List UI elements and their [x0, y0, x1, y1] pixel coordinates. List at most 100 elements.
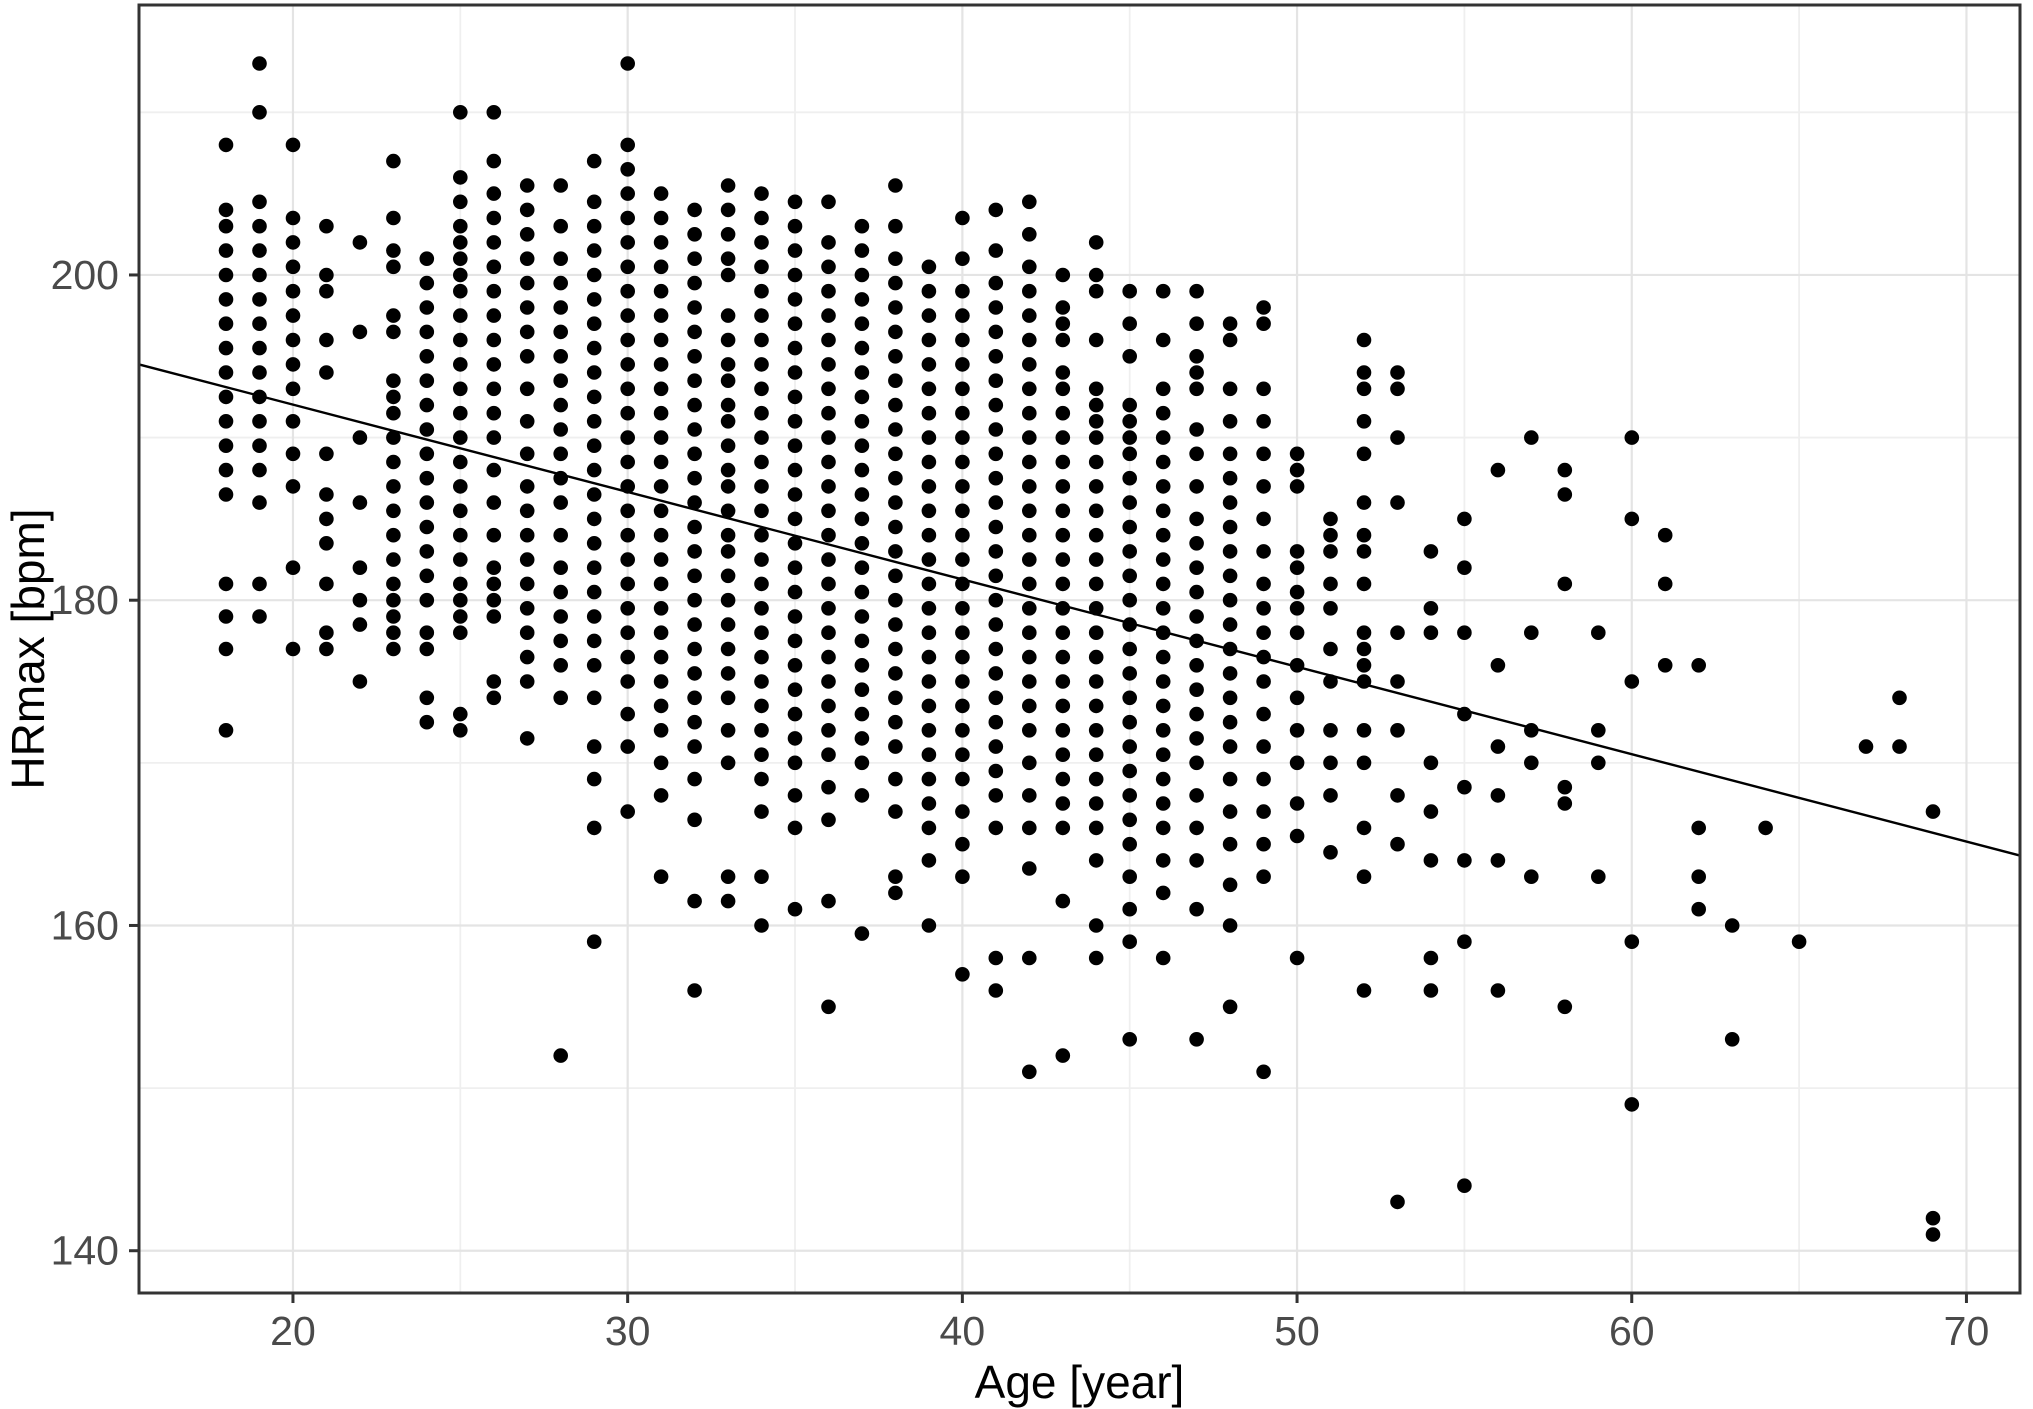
data-point	[854, 682, 870, 697]
data-point	[1122, 316, 1137, 332]
data-point	[1088, 576, 1104, 592]
data-point	[453, 723, 468, 738]
data-point	[1390, 625, 1405, 640]
data-point	[653, 210, 669, 226]
data-point	[419, 324, 435, 340]
data-point	[1088, 430, 1104, 445]
data-point	[1557, 779, 1573, 795]
data-point	[1256, 414, 1271, 429]
data-point	[285, 357, 301, 372]
data-point	[285, 210, 301, 226]
data-point	[218, 723, 234, 738]
data-point	[1222, 836, 1238, 852]
data-point	[787, 511, 803, 527]
data-point	[1022, 723, 1037, 738]
data-point	[285, 446, 301, 462]
data-point	[787, 609, 803, 624]
data-point	[888, 804, 903, 819]
data-point	[352, 495, 368, 510]
data-point	[653, 869, 669, 884]
data-point	[1088, 454, 1104, 470]
data-point	[653, 186, 669, 201]
data-point	[921, 796, 937, 811]
data-point	[1022, 430, 1037, 445]
data-point	[787, 633, 803, 649]
x-tick-label: 40	[940, 1308, 986, 1354]
data-point	[854, 243, 870, 258]
data-point	[921, 308, 937, 323]
data-point	[720, 503, 736, 519]
data-point	[653, 649, 669, 665]
data-point	[653, 601, 669, 616]
data-point	[1289, 462, 1305, 478]
data-point	[787, 755, 803, 771]
data-point	[586, 389, 602, 405]
data-point	[1189, 536, 1204, 551]
data-point	[1356, 544, 1372, 559]
data-point	[486, 332, 502, 348]
data-point	[787, 243, 803, 258]
data-point	[319, 487, 334, 502]
data-point	[1256, 446, 1271, 462]
data-point	[1356, 446, 1372, 462]
data-point	[1222, 714, 1238, 730]
data-point	[687, 714, 702, 730]
data-point	[386, 625, 401, 640]
data-point	[754, 771, 769, 787]
data-point	[787, 820, 803, 836]
data-point	[821, 405, 836, 421]
data-point	[720, 544, 736, 559]
data-point	[854, 316, 870, 332]
data-point	[1122, 414, 1137, 429]
data-point	[1624, 1097, 1640, 1112]
data-point	[419, 275, 435, 291]
data-point	[1088, 698, 1104, 714]
data-point	[386, 479, 401, 494]
data-point	[653, 308, 669, 323]
data-point	[821, 308, 836, 323]
data-point	[754, 503, 769, 519]
y-tick-label: 180	[51, 577, 119, 623]
data-point	[1022, 755, 1037, 771]
data-point	[1222, 316, 1238, 332]
data-point	[218, 641, 234, 657]
data-point	[519, 527, 535, 543]
data-point	[687, 470, 702, 486]
data-point	[888, 495, 903, 510]
data-point	[1122, 714, 1137, 730]
data-point	[1088, 820, 1104, 836]
data-point	[821, 283, 836, 299]
data-point	[519, 300, 535, 315]
data-point	[386, 609, 401, 624]
data-point	[553, 633, 568, 649]
data-point	[1088, 414, 1104, 429]
data-point	[921, 723, 937, 738]
data-point	[352, 674, 368, 689]
data-point	[1423, 853, 1439, 868]
data-point	[1122, 690, 1137, 706]
data-point	[955, 430, 970, 445]
data-point	[519, 349, 535, 364]
data-point	[319, 332, 334, 348]
data-point	[653, 674, 669, 689]
data-point	[955, 308, 970, 323]
data-point	[252, 462, 267, 478]
data-point	[687, 983, 702, 998]
data-point	[687, 690, 702, 706]
data-point	[486, 592, 502, 608]
data-point	[1323, 723, 1338, 738]
data-point	[1088, 918, 1104, 933]
data-point	[553, 178, 568, 193]
data-point	[620, 283, 635, 299]
data-point	[386, 259, 401, 275]
data-point	[821, 503, 836, 519]
data-point	[1055, 479, 1071, 494]
data-point	[720, 414, 736, 429]
data-point	[1222, 771, 1238, 787]
data-point	[218, 202, 234, 218]
data-point	[787, 438, 803, 454]
data-point	[1088, 796, 1104, 811]
data-point	[1022, 283, 1037, 299]
data-point	[352, 324, 368, 340]
data-point	[486, 405, 502, 421]
